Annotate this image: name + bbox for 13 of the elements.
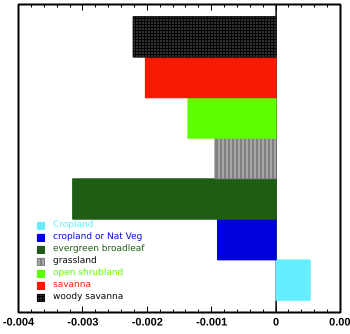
- x-tick-label: 0.00: [329, 316, 350, 328]
- legend-label: evergreen broadleaf: [53, 244, 144, 254]
- legend-label: Cropland: [53, 220, 94, 230]
- x-tick-label: -0.004: [2, 316, 35, 328]
- legend-label: savanna: [53, 280, 91, 290]
- x-tick-label: -0.002: [132, 316, 163, 328]
- x-tick-label: -0.001: [196, 316, 228, 328]
- legend-label: woody savanna: [53, 292, 124, 302]
- x-tick-label: -0.003: [67, 316, 99, 328]
- legend-label: grassland: [53, 256, 97, 266]
- x-tick-label: 0: [273, 316, 280, 328]
- legend-label: open shrubland: [53, 268, 124, 278]
- legend-label: cropland or Nat Veg: [53, 232, 142, 242]
